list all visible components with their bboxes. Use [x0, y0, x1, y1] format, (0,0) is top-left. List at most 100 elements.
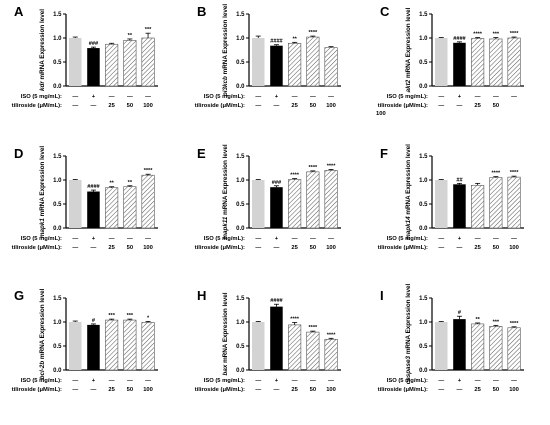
y-tick-label: 0.5 [419, 202, 428, 208]
tiliroside-value: — [438, 245, 444, 251]
tiliroside-value: 25 [474, 387, 481, 393]
significance-label: **** [473, 32, 483, 38]
tiliroside-row-label: tiliroside (μM/mL): [12, 103, 62, 109]
iso-value: — [328, 236, 334, 242]
tiliroside-value: 50 [493, 103, 499, 109]
bar [87, 191, 100, 228]
tiliroside-value: 50 [310, 387, 316, 393]
y-tick-label: 0.5 [236, 202, 245, 208]
iso-value: — [310, 378, 316, 384]
tiliroside-value: — [91, 245, 97, 251]
bar [306, 171, 320, 229]
iso-row-label: ISO (5 mg/mL): [21, 378, 62, 384]
y-axis-label: mapk14 mRNA Expression level [405, 144, 412, 240]
bar [453, 42, 466, 86]
bar [141, 174, 155, 229]
y-axis-label: akt2 mRNA Expression level [405, 7, 412, 92]
bar [435, 38, 448, 86]
significance-label: **** [510, 321, 520, 327]
bar [270, 45, 283, 86]
significance-label: **** [510, 170, 520, 176]
y-tick-label: 1.5 [419, 154, 428, 160]
y-axis-label: mapk1 mRNA Expression level [39, 146, 46, 238]
iso-value: — [109, 236, 115, 242]
tiliroside-value: 50 [127, 103, 133, 109]
significance-label: #### [270, 39, 283, 45]
y-axis-label-text: mRNA Expression level [405, 144, 412, 216]
y-tick-label: 0.5 [236, 60, 245, 66]
bar [324, 338, 338, 371]
bar [288, 42, 302, 87]
iso-value: — [438, 236, 444, 242]
panel-letter: G [14, 288, 24, 303]
y-tick-label: 0.5 [419, 344, 428, 350]
tiliroside-value: 100 [326, 103, 336, 109]
significance-label: #### [270, 298, 283, 304]
tiliroside-value: 25 [474, 103, 481, 109]
iso-value: + [92, 94, 96, 100]
panel-letter: I [380, 288, 384, 303]
bar [453, 319, 466, 370]
iso-value: — [438, 94, 444, 100]
tiliroside-value: — [91, 387, 97, 393]
significance-label: **** [308, 325, 318, 331]
tiliroside-value: 25 [291, 387, 298, 393]
y-tick-label: 0.5 [53, 60, 62, 66]
significance-label: ## [456, 177, 463, 183]
iso-row-label: ISO (5 mg/mL): [387, 378, 428, 384]
tiliroside-value: — [72, 103, 78, 109]
tiliroside-row-label: tiliroside (μM/mL): [195, 245, 245, 251]
y-tick-label: 1.5 [236, 12, 245, 18]
tiliroside-value: 50 [310, 245, 316, 251]
y-tick-label: 1.0 [53, 320, 62, 326]
iso-value: — [511, 94, 517, 100]
bar [87, 48, 100, 86]
y-axis-label: mapk11 mRNA Expression level [222, 144, 229, 239]
y-axis-label-text: mRNA Expression level [39, 288, 46, 360]
y-tick-label: 1.5 [419, 296, 428, 302]
bar [69, 322, 82, 370]
y-axis-label-gene: mapk1 [39, 218, 46, 238]
iso-value: — [328, 94, 334, 100]
tiliroside-value: — [457, 245, 463, 251]
tiliroside-value: — [274, 245, 280, 251]
tiliroside-value: 100 [143, 387, 153, 393]
bar [288, 324, 302, 371]
tiliroside-value: 100 [143, 245, 153, 251]
bar [123, 186, 137, 229]
iso-value: + [92, 378, 96, 384]
significance-label: ### [272, 180, 282, 186]
y-axis-label: pi3kcb mRNA Expression level [222, 4, 229, 97]
y-axis-label-text: mRNA Expression level [222, 4, 229, 76]
tiliroside-value: — [438, 103, 444, 109]
y-axis-label-gene: caspase3 [405, 355, 412, 384]
y-tick-label: 0.0 [53, 368, 62, 374]
bar [270, 306, 283, 370]
y-tick-label: 1.0 [419, 178, 428, 184]
bar [105, 187, 119, 229]
y-tick-label: 0.5 [419, 60, 428, 66]
y-tick-label: 1.5 [419, 12, 428, 18]
tiliroside-value: 50 [127, 245, 133, 251]
y-tick-label: 1.5 [236, 296, 245, 302]
bar [507, 176, 521, 229]
tiliroside-value: 25 [108, 103, 115, 109]
y-tick-label: 1.5 [236, 154, 245, 160]
y-tick-label: 0.0 [419, 368, 428, 374]
tiliroside-value: — [72, 387, 78, 393]
significance-label: *** [108, 313, 115, 319]
significance-label: *** [127, 313, 134, 319]
significance-label: #### [87, 184, 100, 190]
bar [270, 187, 283, 228]
bar [69, 38, 82, 86]
tiliroside-value: 100 [509, 387, 519, 393]
y-axis-label-text: mRNA Expression level [405, 283, 412, 355]
tiliroside-row-label: tiliroside (μM/mL): [195, 103, 245, 109]
iso-value: — [328, 378, 334, 384]
significance-label: **** [308, 30, 318, 36]
tiliroside-value: 100 [509, 245, 519, 251]
significance-label: # [458, 310, 462, 316]
